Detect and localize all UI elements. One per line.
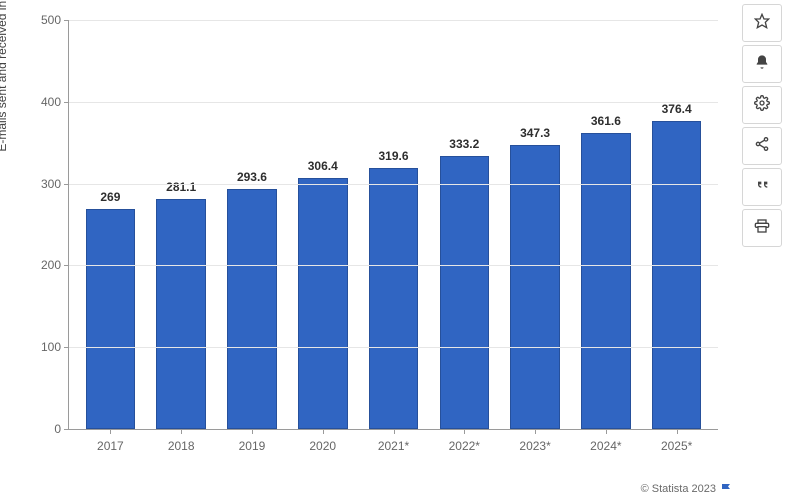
gridline [69,347,718,348]
chart-container: E-mails sent and received in billions 26… [10,10,730,470]
bar-value-label: 281.1 [166,180,196,194]
bar-slot: 319.62021* [358,20,429,429]
quote-icon [754,177,770,198]
bar[interactable] [227,189,277,429]
bar[interactable] [369,168,419,429]
bar[interactable] [86,209,136,429]
bar-slot: 281.12018 [146,20,217,429]
x-tick-label: 2021* [378,429,409,453]
bar-slot: 347.32023* [500,20,571,429]
bar-slot: 333.22022* [429,20,500,429]
y-tick-label: 0 [54,422,69,436]
favorite-button[interactable] [742,4,782,42]
bar-value-label: 306.4 [308,159,338,173]
bar-value-label: 333.2 [449,137,479,151]
gridline [69,102,718,103]
x-tick-label: 2020 [309,429,336,453]
x-tick-label: 2024* [590,429,621,453]
y-axis-label: E-mails sent and received in billions [0,0,9,152]
bar[interactable] [652,121,702,429]
notify-button[interactable] [742,45,782,83]
x-tick-label: 2018 [168,429,195,453]
x-tick-label: 2019 [239,429,266,453]
y-tick-label: 400 [41,95,69,109]
y-tick-label: 200 [41,258,69,272]
gridline [69,265,718,266]
bar-value-label: 293.6 [237,170,267,184]
gridline [69,184,718,185]
bar[interactable] [156,199,206,429]
bar[interactable] [581,133,631,429]
bar[interactable] [440,156,490,429]
gear-icon [754,95,770,116]
bar-slot: 361.62024* [570,20,641,429]
x-tick-label: 2025* [661,429,692,453]
bar-value-label: 347.3 [520,126,550,140]
bar[interactable] [298,178,348,429]
plot-area: 2692017281.12018293.62019306.42020319.62… [68,20,718,430]
bar-value-label: 376.4 [662,102,692,116]
gridline [69,20,718,21]
bar-value-label: 269 [100,190,120,204]
bar-slot: 2692017 [75,20,146,429]
chart-toolbar [742,4,782,247]
print-button[interactable] [742,209,782,247]
print-icon [754,218,770,239]
bar-value-label: 319.6 [379,149,409,163]
y-tick-label: 100 [41,340,69,354]
bar-slot: 293.62019 [217,20,288,429]
flag-icon [720,483,732,495]
x-tick-label: 2017 [97,429,124,453]
bell-icon [754,54,770,75]
star-icon [754,13,770,34]
attribution: © Statista 2023 [641,483,732,495]
x-tick-label: 2022* [449,429,480,453]
bar-value-label: 361.6 [591,114,621,128]
x-tick-label: 2023* [519,429,550,453]
y-tick-label: 500 [41,13,69,27]
settings-button[interactable] [742,86,782,124]
share-icon [754,136,770,157]
y-tick-label: 300 [41,177,69,191]
share-button[interactable] [742,127,782,165]
bar-slot: 306.42020 [287,20,358,429]
citation-button[interactable] [742,168,782,206]
bars-group: 2692017281.12018293.62019306.42020319.62… [69,20,718,429]
bar-slot: 376.42025* [641,20,712,429]
attribution-text: © Statista 2023 [641,483,716,495]
bar[interactable] [510,145,560,429]
